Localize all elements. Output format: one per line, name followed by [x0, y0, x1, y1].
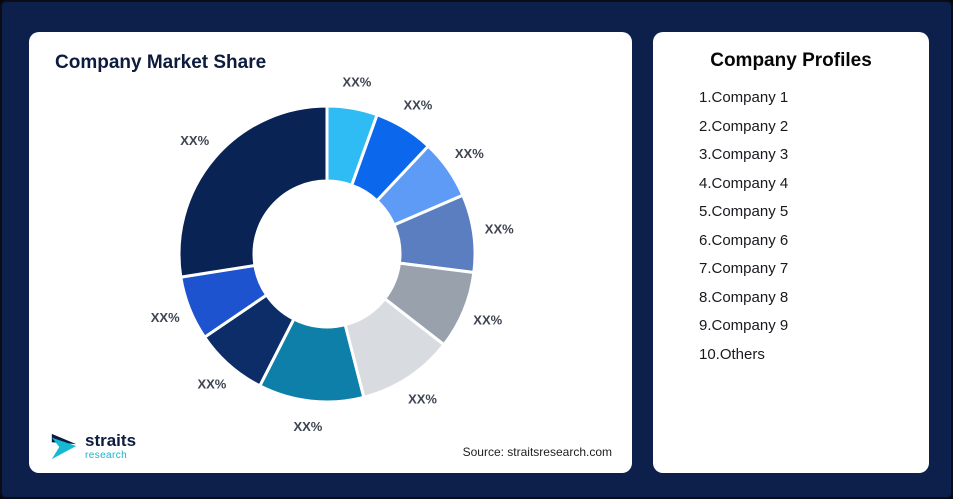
slice-label: XX% [293, 419, 322, 434]
source-text: Source: straitsresearch.com [462, 445, 612, 459]
profiles-list: 1.Company 1 2.Company 2 3.Company 3 4.Compa… [699, 84, 788, 369]
profile-item: 2.Company 2 [699, 117, 789, 135]
logo-name: straits [85, 430, 137, 450]
logo-subtitle: research [85, 449, 128, 461]
donut-chart: XX% XX% XX% XX% XX% XX% XX% XX% XX% XX% [151, 75, 514, 434]
profile-item: 3.Company 3 [699, 146, 789, 163]
slice-label: XX% [455, 146, 484, 161]
straits-logo-text: straits research [85, 432, 136, 461]
slice-label: XX% [473, 313, 502, 328]
profile-item: 1.Company 1 [699, 89, 789, 106]
slice-label: XX% [151, 310, 180, 325]
profile-item: 6.Company 6 [699, 231, 789, 249]
profile-item: 4.Company 4 [699, 174, 789, 192]
slice-label: XX% [180, 133, 209, 148]
chart-title: Company Market Share [55, 52, 267, 73]
straits-logo-icon [51, 433, 77, 460]
slice-label: XX% [408, 391, 437, 406]
slice-label: XX% [342, 75, 371, 90]
market-share-card: Company Market Share XX% XX% XX% XX% XX% XX% X… [29, 32, 632, 473]
slice-label: XX% [485, 221, 514, 236]
company-profiles-card: Company Profiles 1.Company 1 2.Company 2 3… [653, 32, 929, 473]
slice-label: XX% [197, 377, 226, 392]
slice-label: XX% [403, 98, 432, 113]
profile-item: 10.Others [699, 345, 765, 363]
straits-logo: straits research [49, 431, 136, 461]
profile-item: 5.Company 5 [699, 203, 789, 220]
profiles-title: Company Profiles [710, 50, 872, 71]
profile-item: 7.Company 7 [699, 260, 789, 277]
donut-slice [177, 104, 329, 279]
profile-item: 9.Company 9 [699, 317, 789, 334]
profile-item: 8.Company 8 [699, 288, 789, 306]
